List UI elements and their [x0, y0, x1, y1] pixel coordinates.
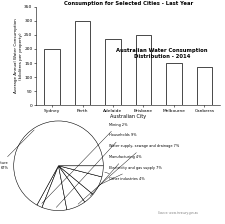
- Wedge shape: [58, 166, 85, 210]
- Wedge shape: [58, 166, 102, 194]
- Text: Australian Water Consumption
Distribution - 2014: Australian Water Consumption Distributio…: [116, 48, 208, 59]
- Y-axis label: Average Annual Water Consumption
(kilolitres per property): Average Annual Water Consumption (kiloli…: [14, 19, 23, 93]
- Bar: [105, 39, 121, 105]
- Wedge shape: [58, 166, 103, 177]
- Text: Agriculture
67%: Agriculture 67%: [0, 130, 34, 170]
- Wedge shape: [58, 166, 93, 202]
- Wedge shape: [14, 121, 103, 205]
- Text: Mining 2%: Mining 2%: [42, 123, 127, 203]
- Text: Electricity and gas supply 7%: Electricity and gas supply 7%: [100, 166, 161, 185]
- Text: Water supply, sewage and drainage 7%: Water supply, sewage and drainage 7%: [78, 144, 179, 204]
- Wedge shape: [42, 166, 67, 211]
- Bar: [44, 49, 60, 105]
- Bar: [197, 67, 212, 105]
- Text: Other industries 4%: Other industries 4%: [105, 172, 144, 181]
- Text: Manufacturing 4%: Manufacturing 4%: [90, 155, 141, 196]
- Text: Households 9%: Households 9%: [56, 133, 136, 207]
- Bar: [136, 35, 151, 105]
- Bar: [166, 63, 182, 105]
- Text: Source: www.treasury.gov.au: Source: www.treasury.gov.au: [158, 211, 198, 215]
- Title: Average Australian Annual Residential Water
Consumption for Selected Cities - La: Average Australian Annual Residential Wa…: [61, 0, 196, 6]
- Bar: [75, 21, 90, 105]
- Wedge shape: [37, 166, 58, 207]
- X-axis label: Australian City: Australian City: [110, 114, 146, 119]
